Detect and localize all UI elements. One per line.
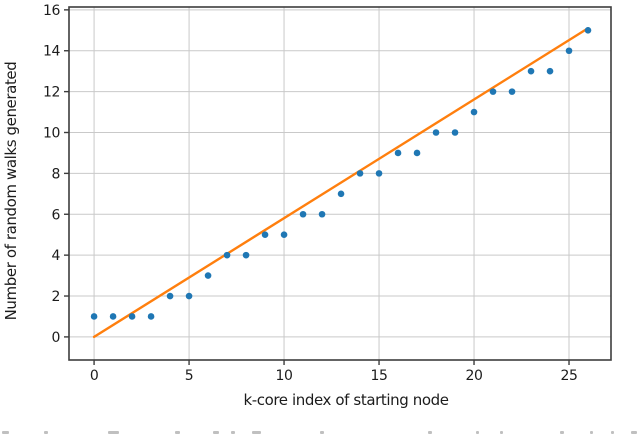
x-tick-label: 20: [466, 368, 483, 384]
scatter-point: [166, 292, 174, 300]
y-tick-label: 6: [51, 207, 60, 223]
scatter-point: [508, 88, 516, 95]
trend-line: [92, 27, 590, 339]
y-tick-label: 4: [51, 248, 60, 264]
scatter-point: [394, 149, 402, 157]
scatter-point: [413, 149, 421, 157]
x-tick-label: 25: [561, 368, 578, 384]
x-tick-label: 15: [371, 368, 388, 384]
scatter-point: [204, 272, 212, 279]
scatter-point: [527, 67, 535, 75]
scatter-point: [432, 129, 440, 136]
x-tick-label: 10: [276, 368, 293, 384]
scatter-point: [451, 129, 459, 136]
scatter-point: [470, 108, 478, 116]
scatter-point: [242, 251, 250, 259]
plot-border: [68, 6, 612, 361]
scatter-point: [584, 27, 592, 34]
scatter-point: [356, 170, 364, 177]
scatter-point: [261, 231, 269, 239]
clipped-caption-fragment: [0, 428, 640, 439]
scatter-point: [223, 251, 231, 259]
scatter-point: [90, 313, 98, 320]
y-tick-label: 8: [51, 166, 60, 182]
scatter-point: [318, 210, 326, 218]
y-tick-label: 16: [43, 3, 61, 19]
scatter-point: [489, 88, 497, 95]
scatter-point: [375, 170, 383, 177]
x-tick-label: 0: [90, 368, 99, 384]
y-tick-label: 2: [51, 289, 60, 305]
x-axis-label-row: k-core index of starting node: [80, 390, 612, 409]
scatter-point: [109, 313, 117, 320]
y-axis-label: Number of random walks generated: [2, 61, 20, 321]
scatter-point: [546, 67, 554, 75]
scatter-point: [128, 313, 136, 320]
y-tick-label: 0: [51, 330, 60, 346]
y-tick-label: 12: [43, 85, 60, 101]
scatter-point: [565, 47, 573, 55]
scatter-point: [280, 231, 288, 239]
y-tick-label: 14: [43, 44, 61, 60]
scatter-point: [185, 292, 193, 300]
scatter-point: [147, 313, 155, 320]
y-tick-label: 10: [43, 126, 60, 142]
scatter-point: [337, 190, 345, 198]
x-axis-label: k-core index of starting node: [243, 391, 449, 409]
scatter-point: [299, 210, 307, 218]
x-tick-label: 5: [185, 368, 194, 384]
